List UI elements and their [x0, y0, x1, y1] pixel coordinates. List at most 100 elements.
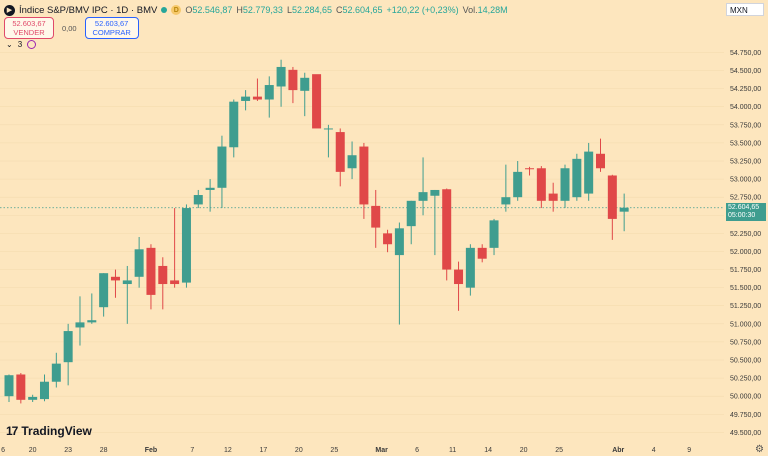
candle — [75, 296, 85, 346]
candle-body — [217, 146, 227, 188]
candle-body — [288, 69, 298, 91]
candle-body — [276, 66, 286, 87]
price-axis-label: 50.500,00 — [730, 358, 761, 365]
gear-icon[interactable]: ⚙ — [755, 444, 764, 455]
candle-body — [264, 85, 274, 100]
symbol-title[interactable]: Índice S&P/BMV IPC · 1D · BMV — [19, 4, 158, 16]
indicator-circle-icon — [27, 40, 37, 49]
candlestick-series — [4, 59, 629, 404]
last-price-tag: 52.604,65 05:00:30 — [726, 202, 766, 221]
candle — [548, 182, 558, 212]
candle — [513, 161, 523, 201]
sell-label: VENDER — [13, 28, 45, 37]
tradingview-logo[interactable]: 17 TradingView — [6, 424, 92, 438]
time-axis-label: Abr — [612, 447, 624, 454]
time-axis-label: 11 — [449, 447, 456, 454]
candle-body — [430, 189, 440, 196]
candle-body — [99, 273, 109, 308]
currency-selector[interactable]: MXN — [726, 3, 764, 16]
candle — [383, 229, 393, 253]
candle — [347, 141, 357, 180]
price-axis-label: 54.250,00 — [730, 86, 761, 93]
volume: Vol.14,28M — [462, 5, 508, 15]
time-axis-label: 9 — [687, 447, 691, 454]
candle — [430, 189, 440, 256]
candle — [158, 257, 168, 310]
candle-body — [596, 153, 605, 169]
candle-body — [347, 155, 357, 169]
candle — [51, 352, 61, 388]
time-axis-label: 17 — [259, 447, 267, 454]
price-change: +120,22 (+0,23%) — [386, 5, 459, 15]
candle-body — [465, 247, 475, 288]
price-axis-label: 52.750,00 — [730, 195, 761, 202]
price-axis-label: 52.250,00 — [730, 231, 761, 238]
ohlc-high: H52.779,33 — [236, 5, 283, 15]
candle-body — [335, 132, 345, 172]
time-axis-label: 20 — [520, 447, 528, 454]
price-axis-label: 51.750,00 — [730, 267, 761, 274]
symbol-legend: ▶ Índice S&P/BMV IPC · 1D · BMV D O52.54… — [4, 3, 508, 17]
candle — [99, 273, 109, 317]
candle-body — [607, 175, 617, 219]
ohlc-close: C52.604,65 — [336, 5, 383, 15]
candle — [394, 222, 404, 325]
sell-button[interactable]: 52.603,67 VENDER — [4, 17, 54, 39]
candle-body — [619, 207, 629, 212]
candle — [28, 394, 38, 402]
candle — [134, 237, 144, 288]
candle — [442, 188, 452, 281]
candle — [406, 200, 416, 245]
candle — [4, 374, 14, 402]
candle — [300, 72, 310, 117]
candle-body — [572, 158, 582, 198]
candle-body — [51, 363, 61, 382]
candle-body — [383, 233, 393, 245]
candle-body — [454, 269, 464, 285]
price-axis-label: 49.500,00 — [730, 430, 761, 437]
candle-body — [489, 220, 499, 248]
time-axis-label: 12 — [224, 447, 232, 454]
candle-body — [181, 208, 191, 283]
chart-grid — [0, 52, 724, 433]
candle-body — [300, 77, 310, 91]
candle — [335, 128, 345, 187]
price-axis-label: 50.250,00 — [730, 376, 761, 383]
candle — [477, 244, 487, 263]
candle-body — [146, 247, 156, 295]
candle-body — [110, 276, 120, 281]
candle — [288, 66, 298, 104]
candle-body — [205, 187, 215, 190]
candle-body — [4, 375, 14, 397]
brand-name: TradingView — [21, 424, 92, 438]
ohlc-low: L52.284,65 — [286, 5, 332, 15]
price-axis-label: 53.250,00 — [730, 159, 761, 166]
candle-body — [312, 74, 322, 129]
price-axis-label: 50.750,00 — [730, 339, 761, 346]
candle-body — [525, 168, 535, 170]
time-axis-label: 23 — [64, 447, 72, 454]
candle — [16, 373, 26, 404]
candle — [454, 261, 464, 311]
candle — [489, 218, 499, 256]
candle — [170, 208, 180, 288]
candle — [607, 174, 617, 240]
candle — [371, 189, 381, 248]
candle-body — [87, 320, 97, 323]
candle-body — [252, 96, 262, 100]
candle-body — [536, 168, 546, 201]
data-delay-badge: D — [171, 5, 182, 15]
candle-body — [75, 322, 85, 328]
indicators-toggle[interactable]: ⌄ 3 — [6, 40, 37, 49]
candle — [418, 157, 428, 216]
price-axis-label: 50.000,00 — [730, 394, 761, 401]
candle — [264, 76, 274, 118]
candle-body — [229, 101, 239, 148]
candle-body — [548, 193, 558, 201]
buy-button[interactable]: 52.603,67 COMPRAR — [84, 17, 139, 39]
candle-body — [442, 189, 452, 270]
candle — [193, 189, 203, 209]
time-axis-label: 6 — [1, 447, 5, 454]
sell-price: 52.603,67 — [12, 19, 46, 28]
